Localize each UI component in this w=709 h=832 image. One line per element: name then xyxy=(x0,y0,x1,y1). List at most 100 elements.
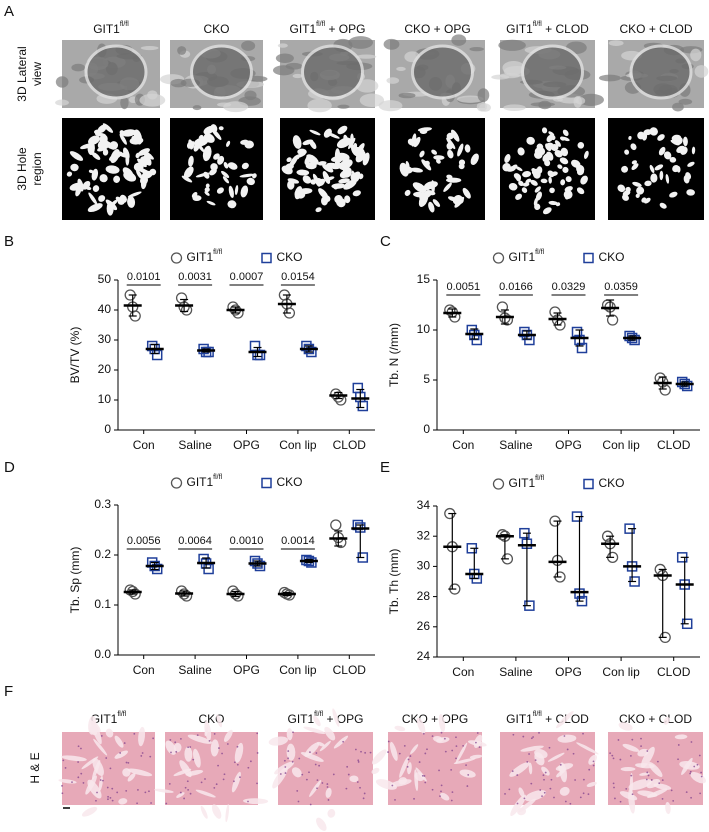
data-point xyxy=(549,306,561,318)
tissue xyxy=(138,726,146,747)
legend-label: GIT1fl/fl xyxy=(509,475,545,490)
trabecula xyxy=(631,160,638,165)
nucleus xyxy=(233,761,236,764)
trabecula xyxy=(326,176,335,181)
y-tick-label: 28 xyxy=(417,589,431,603)
nucleus xyxy=(438,769,440,772)
tissue xyxy=(225,804,230,823)
tissue xyxy=(243,798,269,805)
nucleus xyxy=(256,732,259,735)
trabecula xyxy=(97,124,107,134)
legend-name: GIT1 xyxy=(509,250,536,264)
tissue xyxy=(665,802,671,815)
nucleus xyxy=(308,771,310,774)
texture xyxy=(356,54,377,59)
label-sup: fl/fl xyxy=(533,711,542,718)
nucleus xyxy=(369,751,372,754)
trabecula xyxy=(526,136,535,145)
texture xyxy=(503,104,526,111)
nucleus xyxy=(144,791,147,794)
tissue xyxy=(415,767,427,782)
legend-sup: fl/fl xyxy=(535,475,544,482)
nucleus xyxy=(421,774,424,777)
trabecula xyxy=(635,193,640,198)
nucleus xyxy=(189,746,192,748)
column-label: CKO + CLOD xyxy=(619,712,692,726)
tissue xyxy=(436,737,450,744)
nucleus xyxy=(221,752,223,755)
nucleus xyxy=(61,792,64,795)
hole xyxy=(629,44,693,100)
trabecula xyxy=(508,182,518,191)
nucleus xyxy=(530,737,533,740)
nucleus xyxy=(511,770,514,773)
trabecula xyxy=(140,177,147,190)
trabecula xyxy=(624,149,630,155)
y-tick-label: 20 xyxy=(98,362,112,376)
tissue xyxy=(647,788,668,798)
texture xyxy=(678,98,693,105)
trabecula xyxy=(350,144,360,157)
trabecula xyxy=(326,162,341,170)
nucleus xyxy=(119,752,122,754)
nucleus xyxy=(109,767,112,770)
nucleus xyxy=(137,789,139,791)
nucleus xyxy=(357,761,360,763)
y-tick-label: 34 xyxy=(417,498,431,512)
nucleus xyxy=(316,787,318,790)
legend-marker xyxy=(170,477,183,489)
trabecula xyxy=(657,134,665,141)
trabecula xyxy=(413,136,421,148)
nucleus xyxy=(140,755,143,757)
tissue xyxy=(216,714,223,728)
trabecula xyxy=(69,151,84,161)
nucleus xyxy=(326,783,329,785)
tissue xyxy=(291,767,302,778)
nucleus xyxy=(247,800,249,803)
tissue xyxy=(620,766,636,772)
trabecula xyxy=(557,164,563,169)
row-label-line: 3D Lateral xyxy=(15,46,29,101)
trabecula xyxy=(534,203,541,211)
trabecula xyxy=(641,197,647,203)
nucleus xyxy=(168,782,171,785)
trabecula xyxy=(458,159,466,166)
trabecula xyxy=(87,203,103,213)
nucleus xyxy=(215,783,218,786)
trabecula xyxy=(549,187,555,194)
trabecula xyxy=(227,200,237,209)
row-label-line: view xyxy=(30,62,44,86)
nucleus xyxy=(631,738,634,741)
texture xyxy=(55,76,69,88)
nucleus xyxy=(424,781,427,784)
trabecula xyxy=(517,147,525,156)
tissue xyxy=(628,778,652,791)
data-point xyxy=(249,340,261,352)
nucleus xyxy=(359,786,361,789)
legend-marker xyxy=(261,477,272,489)
trabecula xyxy=(204,187,210,193)
y-tick-label: 32 xyxy=(417,528,431,542)
trabecula xyxy=(239,173,255,178)
nucleus xyxy=(631,793,634,796)
trabecula xyxy=(559,136,566,141)
row-label-line: 3D Hole xyxy=(15,147,29,191)
nucleus xyxy=(316,779,319,782)
trabecula xyxy=(659,202,667,209)
y-tick-label: 0.0 xyxy=(94,647,111,661)
x-tick-label: Con xyxy=(452,665,474,679)
trabecula xyxy=(344,195,351,204)
column-label: CKO + CLOD xyxy=(619,22,692,36)
trabecula xyxy=(419,129,428,135)
texture xyxy=(120,96,129,110)
legend-label: CKO xyxy=(277,475,303,489)
trabecula xyxy=(338,178,350,184)
trabecula xyxy=(352,190,361,197)
nucleus xyxy=(305,778,308,781)
x-tick-label: Saline xyxy=(178,663,212,677)
legend-label: CKO xyxy=(599,250,625,264)
nucleus xyxy=(101,779,104,782)
trabecula xyxy=(462,187,471,199)
tissue xyxy=(286,728,293,741)
trabecula xyxy=(540,178,548,184)
